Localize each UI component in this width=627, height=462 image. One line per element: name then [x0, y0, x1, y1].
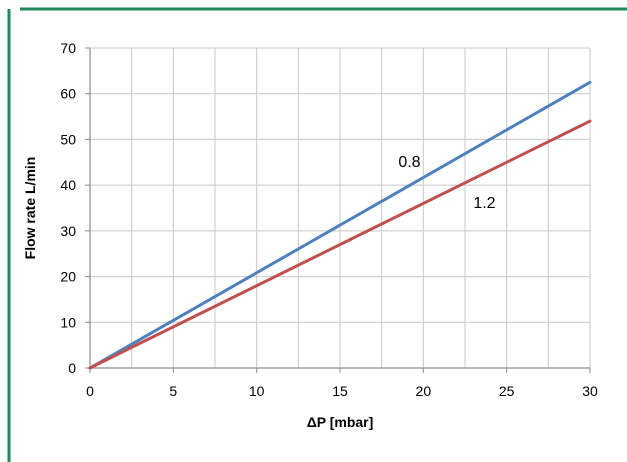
y-tick-label: 50 [60, 131, 76, 147]
figure-frame [7, 7, 627, 462]
x-tick-label: 25 [499, 383, 515, 399]
x-axis-label: ΔP [mbar] [307, 414, 374, 430]
y-tick-label: 60 [60, 86, 76, 102]
y-tick-label: 40 [60, 177, 76, 193]
x-tick-label: 30 [582, 383, 598, 399]
x-tick-label: 20 [416, 383, 432, 399]
series-lines [88, 80, 592, 370]
x-tick-label: 15 [332, 383, 348, 399]
x-tick-labels: 0 5 10 15 20 25 30 [86, 383, 598, 399]
x-tick-label: 10 [249, 383, 265, 399]
y-tick-label: 0 [68, 360, 76, 376]
y-axis-label: Flow rate L/min [22, 157, 38, 260]
y-tick-label: 70 [60, 40, 76, 56]
series-label-1-2: 1.2 [473, 195, 495, 212]
x-tick-label: 5 [169, 383, 177, 399]
y-tick-label: 30 [60, 223, 76, 239]
y-tick-labels: 0 10 20 30 40 50 60 70 [60, 40, 76, 376]
series-line-0-8 [88, 80, 592, 370]
y-tick-label: 10 [60, 314, 76, 330]
x-tick-label: 0 [86, 383, 94, 399]
series-labels: 0.8 1.2 [398, 154, 495, 212]
y-tick-label: 20 [60, 269, 76, 285]
series-line-1-2 [88, 119, 592, 370]
series-label-0-8: 0.8 [398, 154, 420, 171]
